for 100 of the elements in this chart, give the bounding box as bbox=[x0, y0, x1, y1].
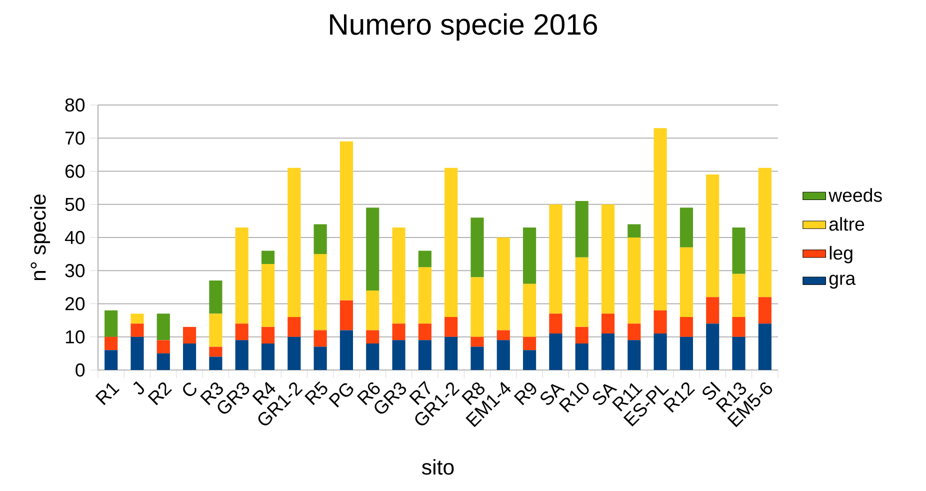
bar bbox=[732, 336, 746, 370]
bar bbox=[340, 300, 353, 330]
bar bbox=[758, 324, 772, 370]
bar bbox=[235, 340, 248, 370]
x-tick-label: J bbox=[133, 381, 144, 394]
bar bbox=[628, 224, 641, 238]
bar bbox=[340, 330, 353, 370]
bar bbox=[314, 254, 327, 330]
bar bbox=[130, 324, 144, 337]
bar bbox=[156, 314, 170, 340]
bar bbox=[130, 336, 144, 370]
bar bbox=[706, 324, 720, 370]
bar bbox=[235, 228, 248, 324]
bar bbox=[261, 264, 275, 327]
legend-label: gra bbox=[829, 274, 856, 289]
bar bbox=[575, 257, 588, 327]
x-tick-label: C bbox=[183, 382, 196, 396]
bar bbox=[470, 336, 484, 347]
y-tick-label: 60 bbox=[65, 164, 85, 178]
y-tick-label: 20 bbox=[65, 297, 85, 310]
bar bbox=[575, 343, 588, 370]
bar bbox=[654, 128, 667, 310]
bar bbox=[601, 334, 615, 370]
bar bbox=[156, 353, 170, 370]
bar bbox=[288, 336, 301, 370]
bar bbox=[183, 326, 196, 344]
bar bbox=[444, 316, 458, 337]
bar bbox=[418, 324, 432, 340]
bar bbox=[366, 343, 380, 370]
bar bbox=[314, 330, 327, 347]
bar bbox=[235, 324, 248, 340]
bar bbox=[209, 356, 222, 370]
bar bbox=[444, 336, 458, 370]
y-tick-label: 80 bbox=[65, 98, 85, 112]
bar bbox=[444, 168, 458, 317]
y-tick-label: 70 bbox=[65, 132, 85, 145]
bar bbox=[470, 346, 484, 370]
bar bbox=[706, 297, 720, 324]
y-tick-label: 30 bbox=[65, 264, 85, 278]
bar bbox=[758, 297, 772, 324]
bar bbox=[104, 350, 118, 370]
bar bbox=[496, 340, 510, 370]
bar bbox=[758, 168, 772, 298]
bar bbox=[732, 274, 746, 317]
legend-label: weeds bbox=[828, 188, 882, 202]
x-tick-label: R1 bbox=[95, 383, 120, 406]
bar bbox=[392, 324, 406, 340]
bar bbox=[156, 340, 170, 354]
bar bbox=[706, 174, 720, 298]
legend-label: altre bbox=[829, 217, 864, 231]
bar bbox=[680, 247, 693, 317]
bar bbox=[575, 326, 588, 344]
y-axis-title: n° specie bbox=[30, 194, 50, 280]
y-tick-label: 50 bbox=[65, 198, 85, 211]
bar bbox=[314, 346, 327, 370]
bar bbox=[392, 228, 406, 324]
bar bbox=[523, 336, 536, 350]
bar bbox=[366, 208, 380, 290]
y-tick-label: 40 bbox=[64, 230, 85, 244]
bar bbox=[261, 250, 275, 264]
bar bbox=[418, 340, 432, 370]
bar bbox=[104, 336, 118, 350]
x-tick-label: R5 bbox=[304, 381, 328, 406]
bar bbox=[288, 168, 301, 317]
chart-title: Numero specie 2016 bbox=[330, 13, 597, 41]
bar bbox=[418, 250, 432, 268]
bar bbox=[732, 228, 746, 274]
bar bbox=[549, 334, 562, 370]
y-tick-label: 10 bbox=[66, 330, 85, 344]
y-tick-label: 0 bbox=[76, 363, 85, 377]
bar bbox=[496, 237, 510, 330]
bar bbox=[209, 346, 222, 357]
bar bbox=[601, 204, 615, 314]
bar bbox=[523, 350, 536, 370]
bar bbox=[680, 336, 693, 370]
bar bbox=[183, 343, 196, 370]
bar bbox=[340, 141, 353, 300]
x-axis-title: sito bbox=[422, 459, 454, 475]
bar bbox=[104, 310, 118, 337]
x-tick-label: PG bbox=[328, 383, 354, 408]
bar bbox=[209, 314, 222, 347]
bar bbox=[366, 330, 380, 344]
bar bbox=[680, 316, 693, 337]
bar bbox=[654, 334, 667, 370]
bar bbox=[575, 201, 588, 258]
bar bbox=[261, 326, 275, 344]
bar bbox=[549, 204, 562, 314]
bar bbox=[732, 316, 746, 337]
bar bbox=[628, 324, 641, 340]
bar bbox=[470, 277, 484, 337]
bar bbox=[523, 284, 536, 337]
bar bbox=[549, 314, 562, 334]
bar bbox=[496, 330, 510, 340]
bar bbox=[288, 316, 301, 337]
bar bbox=[680, 208, 693, 248]
bar bbox=[130, 314, 144, 324]
x-tick-label: R9 bbox=[514, 382, 536, 406]
bar bbox=[601, 314, 615, 334]
bar bbox=[654, 310, 667, 334]
bar bbox=[470, 218, 484, 278]
